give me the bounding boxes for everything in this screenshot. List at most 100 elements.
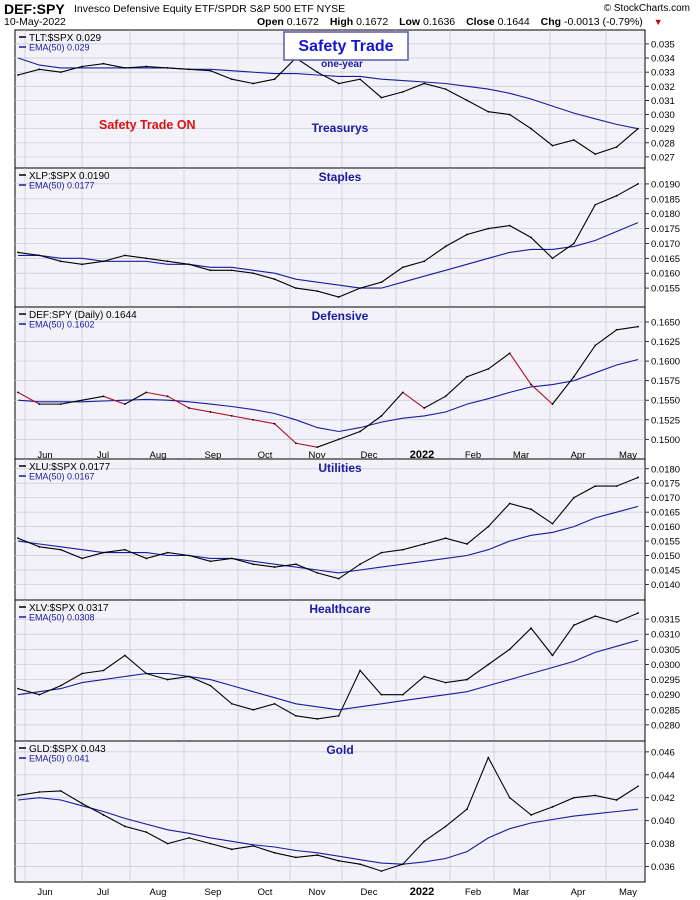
y-tick-label: 0.0160 [651,522,680,533]
legend-ema: EMA(50) 0.041 [29,754,90,764]
y-tick-label: 0.0295 [651,675,680,686]
data-point [188,836,190,839]
data-point [594,485,597,488]
data-point [337,438,340,441]
data-point [466,233,468,236]
data-point [487,525,490,528]
price-segment [146,391,168,397]
price-segment [552,376,575,405]
price-segment [402,391,425,409]
price-segment [530,384,553,405]
data-point [59,71,62,74]
x-tick-label: Jun [37,450,52,461]
legend-price: XLV:$SPX 0.0317 [29,603,109,614]
x-tick-label: Mar [513,887,529,898]
price-segment [124,391,147,405]
y-tick-label: 0.028 [651,138,675,149]
y-tick-label: 0.0170 [651,239,680,250]
open-value: 0.1672 [286,16,319,28]
y-tick-label: 0.0190 [651,179,680,190]
data-point [273,422,276,425]
data-point [252,844,255,847]
price-segment [338,431,361,440]
y-tick-label: 0.1600 [651,357,680,368]
price-line [17,612,639,720]
close-label: Close [466,16,495,28]
data-point [637,183,639,185]
legend-price: XLU:$SPX 0.0177 [29,462,111,473]
data-point [166,67,169,69]
data-point [508,113,511,116]
data-point [615,485,618,488]
data-point [273,78,276,81]
data-point [380,693,383,696]
y-tick-label: 0.036 [651,862,675,873]
data-point [594,344,597,347]
price-segment [466,368,489,378]
y-tick-label: 0.0180 [651,209,680,220]
y-tick-label: 0.0165 [651,508,680,519]
data-point [102,551,105,554]
y-tick-label: 0.040 [651,816,675,827]
data-point [637,127,639,130]
legend-price: XLP:$SPX 0.0190 [29,171,110,182]
data-point [594,615,597,617]
panel-healthcare: 0.0280 0.0285 0.0290 0.0295 0.0300 0.0305 0.03… [14,599,680,742]
data-point [530,127,533,130]
data-point [145,557,148,560]
data-point [17,251,19,254]
data-point [444,825,447,828]
ema-line [17,505,639,574]
panel-gold: 0.036 0.038 0.040 0.042 0.044 0.046 GLD:$SPX 0… [14,740,675,883]
ticker-symbol: DEF:SPY [4,1,65,17]
high-label: High [329,16,354,28]
data-point [59,403,62,406]
data-point [316,717,319,720]
data-point [81,557,84,560]
status-annotation: Safety Trade ON [99,118,196,132]
title-box-label: Safety Trade [298,38,393,55]
price-segment [103,395,126,405]
data-point [594,794,597,797]
y-tick-label: 0.0160 [651,269,680,280]
change-value: -0.0013 (-0.79%) [563,16,643,28]
price-line [17,476,639,580]
data-point [551,403,554,406]
data-point [230,557,233,560]
data-point [359,863,361,866]
x-tick-label: May [619,887,637,898]
y-tick-label: 0.044 [651,770,675,781]
data-point [81,65,84,68]
data-point [295,563,297,566]
data-point [59,789,62,792]
data-point [594,153,597,156]
y-tick-label: 0.1525 [651,415,680,426]
y-tick-label: 0.0285 [651,705,680,716]
data-point [594,203,597,206]
price-line [17,183,639,298]
data-point [359,669,361,672]
data-point [123,825,126,828]
data-point [615,146,618,148]
data-point [188,675,190,678]
data-point [337,296,340,298]
data-point [530,236,533,239]
data-point [102,62,105,65]
low-value: 0.1636 [423,16,456,28]
data-point [102,395,105,398]
data-point [359,287,361,290]
data-point [508,796,511,799]
price-line [17,57,639,155]
ema-line [18,222,639,289]
data-point [487,227,490,230]
data-point [81,802,84,805]
y-tick-label: 0.029 [651,124,675,135]
data-point [551,144,554,147]
panel-title: Defensive [312,309,369,323]
data-point [209,69,212,72]
x-tick-label: Aug [150,887,167,898]
panel-frame [14,458,646,601]
data-point [572,139,575,141]
data-point [380,96,383,99]
y-tick-label: 0.0140 [651,580,680,591]
